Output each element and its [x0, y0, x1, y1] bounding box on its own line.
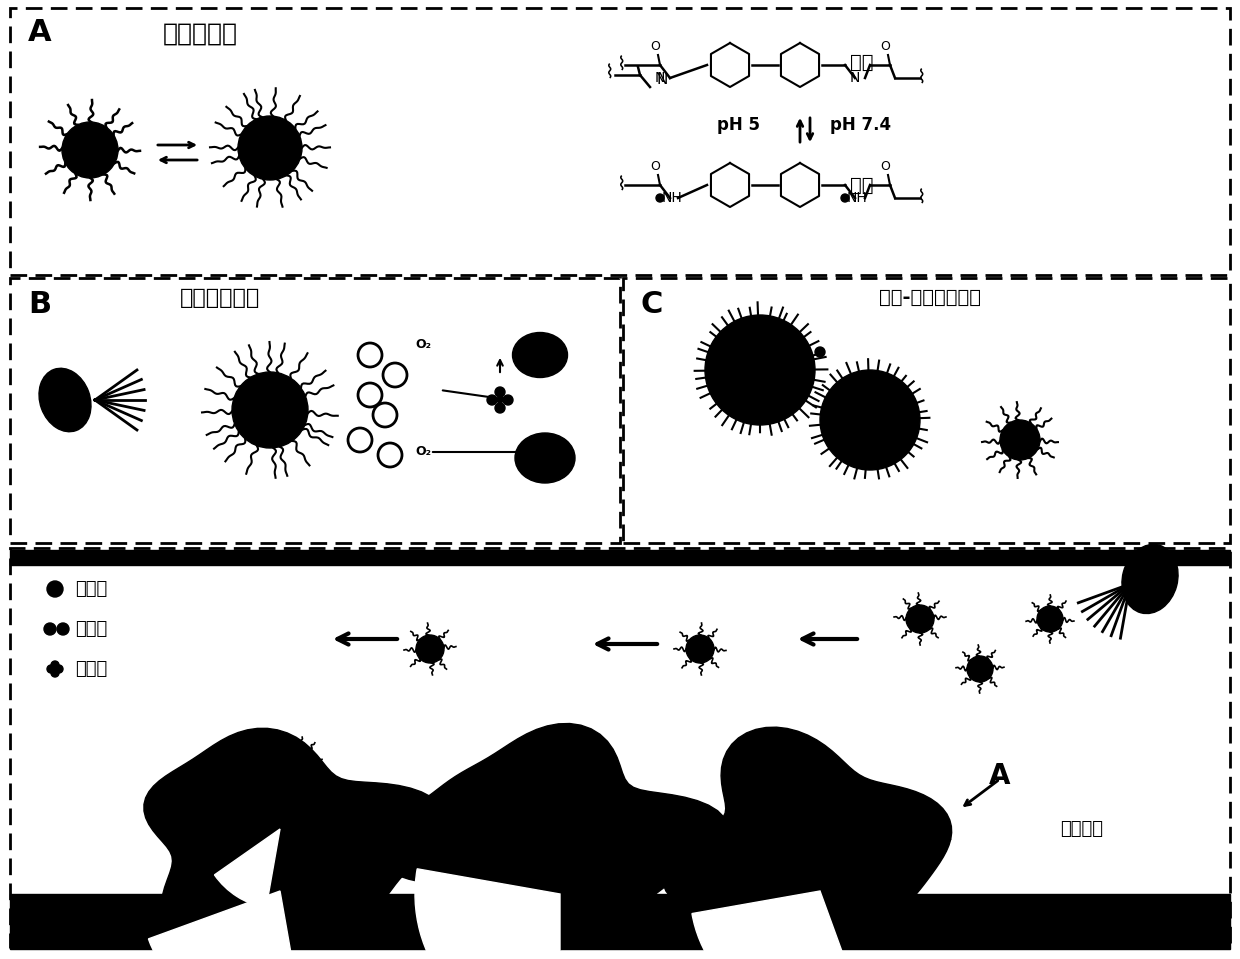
- Circle shape: [906, 605, 934, 633]
- Text: O: O: [880, 40, 890, 53]
- Circle shape: [706, 315, 815, 425]
- Circle shape: [503, 395, 513, 405]
- Circle shape: [358, 383, 382, 407]
- Ellipse shape: [38, 368, 91, 432]
- Text: 原卟啉: 原卟啉: [74, 660, 107, 678]
- Text: O: O: [650, 40, 660, 53]
- Text: 表面自适应: 表面自适应: [162, 22, 238, 46]
- Circle shape: [415, 635, 444, 663]
- Circle shape: [57, 623, 69, 635]
- Circle shape: [815, 347, 825, 357]
- Circle shape: [378, 443, 402, 467]
- Circle shape: [232, 372, 308, 448]
- Circle shape: [967, 656, 993, 682]
- Text: 生物被膜: 生物被膜: [1060, 820, 1104, 838]
- Wedge shape: [415, 869, 560, 959]
- Circle shape: [348, 428, 372, 452]
- Text: 活细菌: 活细菌: [74, 620, 107, 638]
- Text: NH: NH: [662, 191, 682, 205]
- Bar: [622, 278, 1230, 543]
- Text: O₂: O₂: [415, 445, 432, 458]
- Circle shape: [686, 635, 714, 663]
- Text: ⌇: ⌇: [918, 189, 926, 207]
- Text: NH: NH: [847, 191, 867, 205]
- Circle shape: [51, 669, 60, 677]
- Text: 颗粒-细菌相互作用: 颗粒-细菌相互作用: [879, 288, 981, 307]
- Circle shape: [55, 665, 63, 673]
- Ellipse shape: [1122, 545, 1178, 614]
- Circle shape: [288, 747, 312, 771]
- Circle shape: [495, 387, 505, 397]
- Text: N: N: [655, 71, 665, 85]
- Text: A: A: [990, 762, 1011, 790]
- Text: 单线态氧产生: 单线态氧产生: [180, 288, 260, 308]
- Wedge shape: [692, 891, 864, 959]
- Circle shape: [47, 665, 55, 673]
- Bar: [10, 550, 1230, 565]
- Circle shape: [495, 403, 505, 413]
- Text: B: B: [29, 290, 51, 319]
- Bar: [10, 894, 1230, 949]
- Text: A: A: [29, 18, 52, 47]
- Circle shape: [656, 194, 663, 202]
- Circle shape: [841, 194, 849, 202]
- Circle shape: [487, 395, 497, 405]
- Wedge shape: [149, 891, 304, 959]
- Circle shape: [238, 116, 303, 180]
- Circle shape: [808, 802, 832, 826]
- Text: O₂: O₂: [415, 338, 432, 351]
- Text: O: O: [650, 160, 660, 173]
- Circle shape: [373, 403, 397, 427]
- Text: 死细菌: 死细菌: [74, 580, 107, 598]
- Circle shape: [999, 420, 1040, 460]
- Polygon shape: [144, 729, 446, 946]
- Circle shape: [62, 122, 118, 178]
- Circle shape: [358, 343, 382, 367]
- Text: ⌇: ⌇: [618, 56, 626, 75]
- Text: ⌇: ⌇: [918, 68, 926, 87]
- Bar: [10, 278, 620, 543]
- Ellipse shape: [515, 433, 575, 483]
- Bar: [10, 548, 1230, 948]
- Circle shape: [497, 397, 503, 403]
- Text: C: C: [640, 290, 662, 319]
- Polygon shape: [662, 727, 951, 924]
- Wedge shape: [215, 829, 280, 908]
- Text: pH 5: pH 5: [717, 116, 760, 134]
- Text: ⌇: ⌇: [618, 175, 626, 195]
- Text: ⌇: ⌇: [605, 63, 615, 82]
- Circle shape: [1037, 606, 1063, 632]
- Circle shape: [43, 623, 56, 635]
- Text: N: N: [849, 71, 861, 85]
- Circle shape: [820, 370, 920, 470]
- Circle shape: [47, 581, 63, 597]
- Text: 亲水: 亲水: [849, 175, 873, 195]
- Text: N: N: [656, 73, 667, 87]
- Text: 疏水: 疏水: [849, 53, 873, 72]
- Circle shape: [548, 737, 572, 761]
- Ellipse shape: [512, 333, 568, 378]
- Bar: [10, 8, 1230, 275]
- Circle shape: [51, 661, 60, 669]
- Text: pH 7.4: pH 7.4: [830, 116, 892, 134]
- Circle shape: [383, 363, 407, 387]
- Polygon shape: [372, 723, 728, 954]
- Text: O: O: [880, 160, 890, 173]
